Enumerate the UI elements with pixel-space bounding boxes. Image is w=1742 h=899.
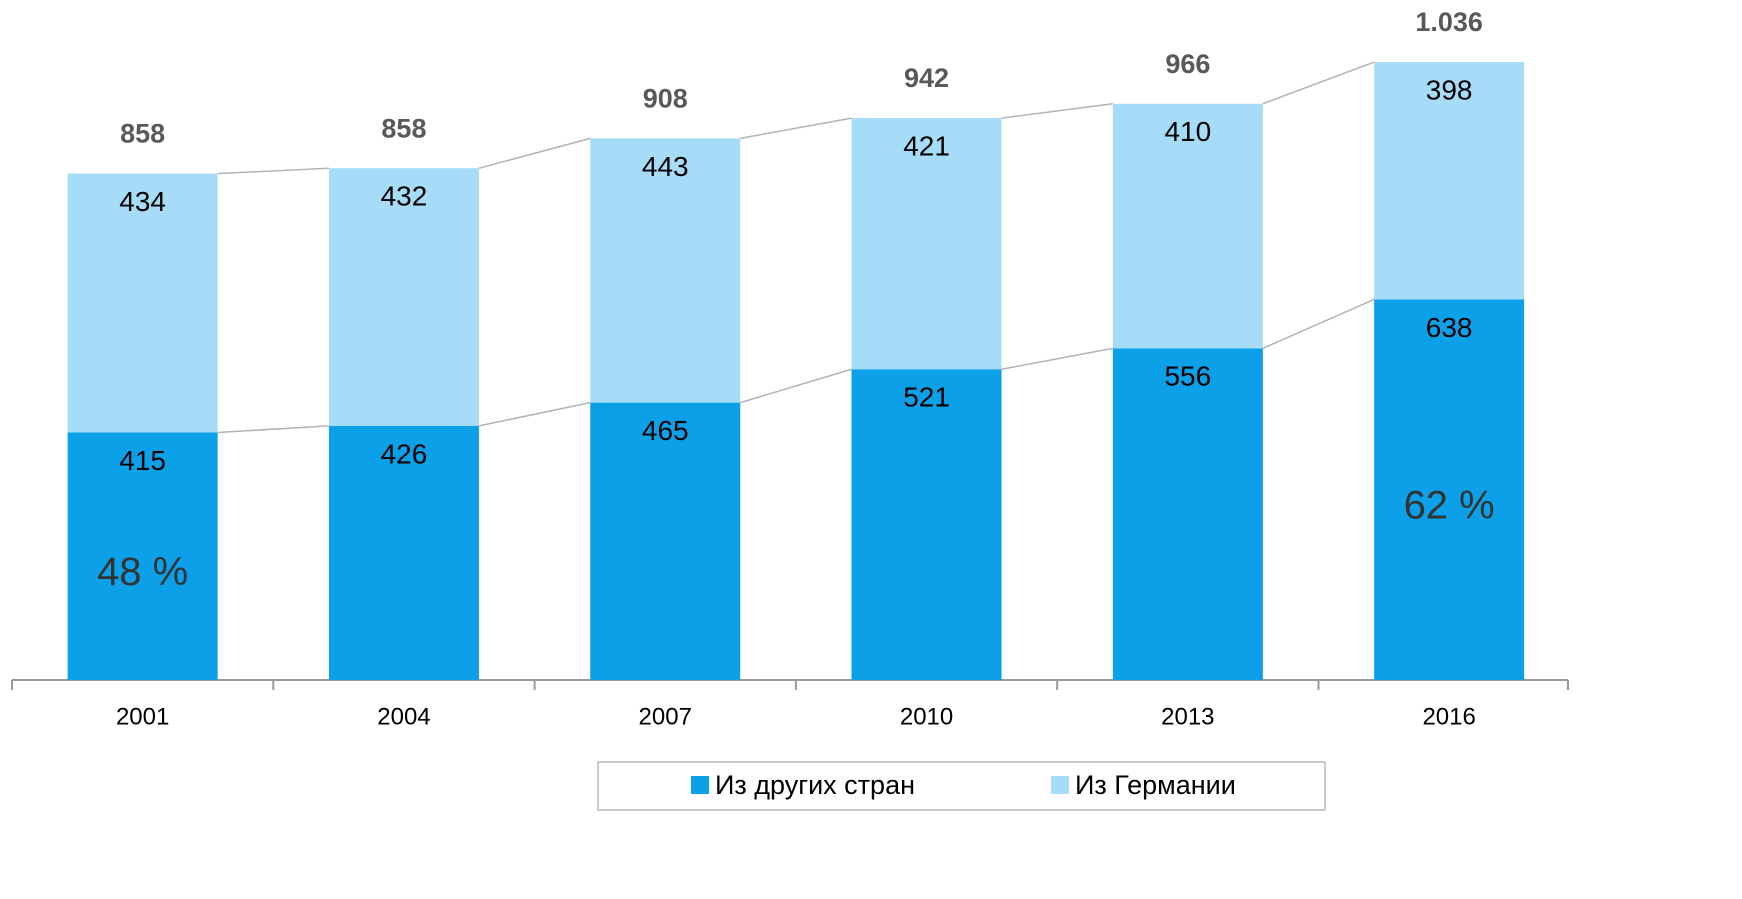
bar-segment (1374, 62, 1525, 300)
legend-label: Из Германии (1075, 770, 1236, 800)
data-label: 421 (903, 130, 950, 161)
total-label: 858 (381, 113, 426, 143)
total-label: 942 (904, 63, 949, 93)
legend-box (597, 761, 1326, 811)
connector-line (478, 401, 591, 427)
bar-segment (590, 138, 741, 403)
x-tick-label: 2016 (1422, 703, 1475, 730)
bar-segment (851, 118, 1002, 370)
data-label: 638 (1426, 312, 1473, 343)
total-label: 858 (120, 119, 165, 149)
x-tick-label: 2007 (639, 703, 692, 730)
legend-label: Из других стран (715, 770, 915, 800)
total-label: 908 (643, 84, 688, 114)
connector-line (1262, 298, 1375, 350)
total-label: 966 (1165, 49, 1210, 79)
connector-line (1001, 347, 1113, 370)
data-label: 556 (1164, 361, 1211, 392)
bar-segment (590, 402, 741, 680)
legend-swatch (691, 776, 709, 794)
bar-segment (1112, 103, 1263, 349)
connector-line (217, 167, 329, 175)
data-label: 434 (119, 186, 166, 217)
data-label: 398 (1426, 74, 1473, 105)
data-label: 432 (381, 181, 428, 212)
legend-swatch (1051, 776, 1069, 794)
connector-line (1262, 61, 1375, 105)
connector-line (1001, 103, 1113, 119)
x-tick-label: 2010 (900, 703, 953, 730)
data-label: 443 (642, 151, 689, 182)
bar-segment (328, 425, 479, 680)
connector-line (740, 117, 852, 140)
total-label: 1.036 (1415, 7, 1483, 37)
data-label: 521 (903, 382, 950, 413)
connector-line (478, 137, 591, 169)
x-tick-label: 2004 (377, 703, 430, 730)
x-tick-label: 2013 (1161, 703, 1214, 730)
data-label: 410 (1164, 116, 1211, 147)
x-tick-label: 2001 (116, 703, 169, 730)
bar-segment (851, 369, 1002, 680)
data-label: 415 (119, 445, 166, 476)
bar-segment (67, 173, 218, 433)
data-label: 465 (642, 415, 689, 446)
bar-segment (328, 168, 479, 426)
connector-line (217, 425, 329, 434)
bar-segment (1374, 299, 1525, 680)
annotation: 62 % (1404, 483, 1495, 527)
annotation: 48 % (97, 550, 188, 594)
bar-segment (1112, 348, 1263, 680)
connector-line (740, 368, 852, 404)
data-label: 426 (381, 438, 428, 469)
bar-segment (67, 432, 218, 680)
